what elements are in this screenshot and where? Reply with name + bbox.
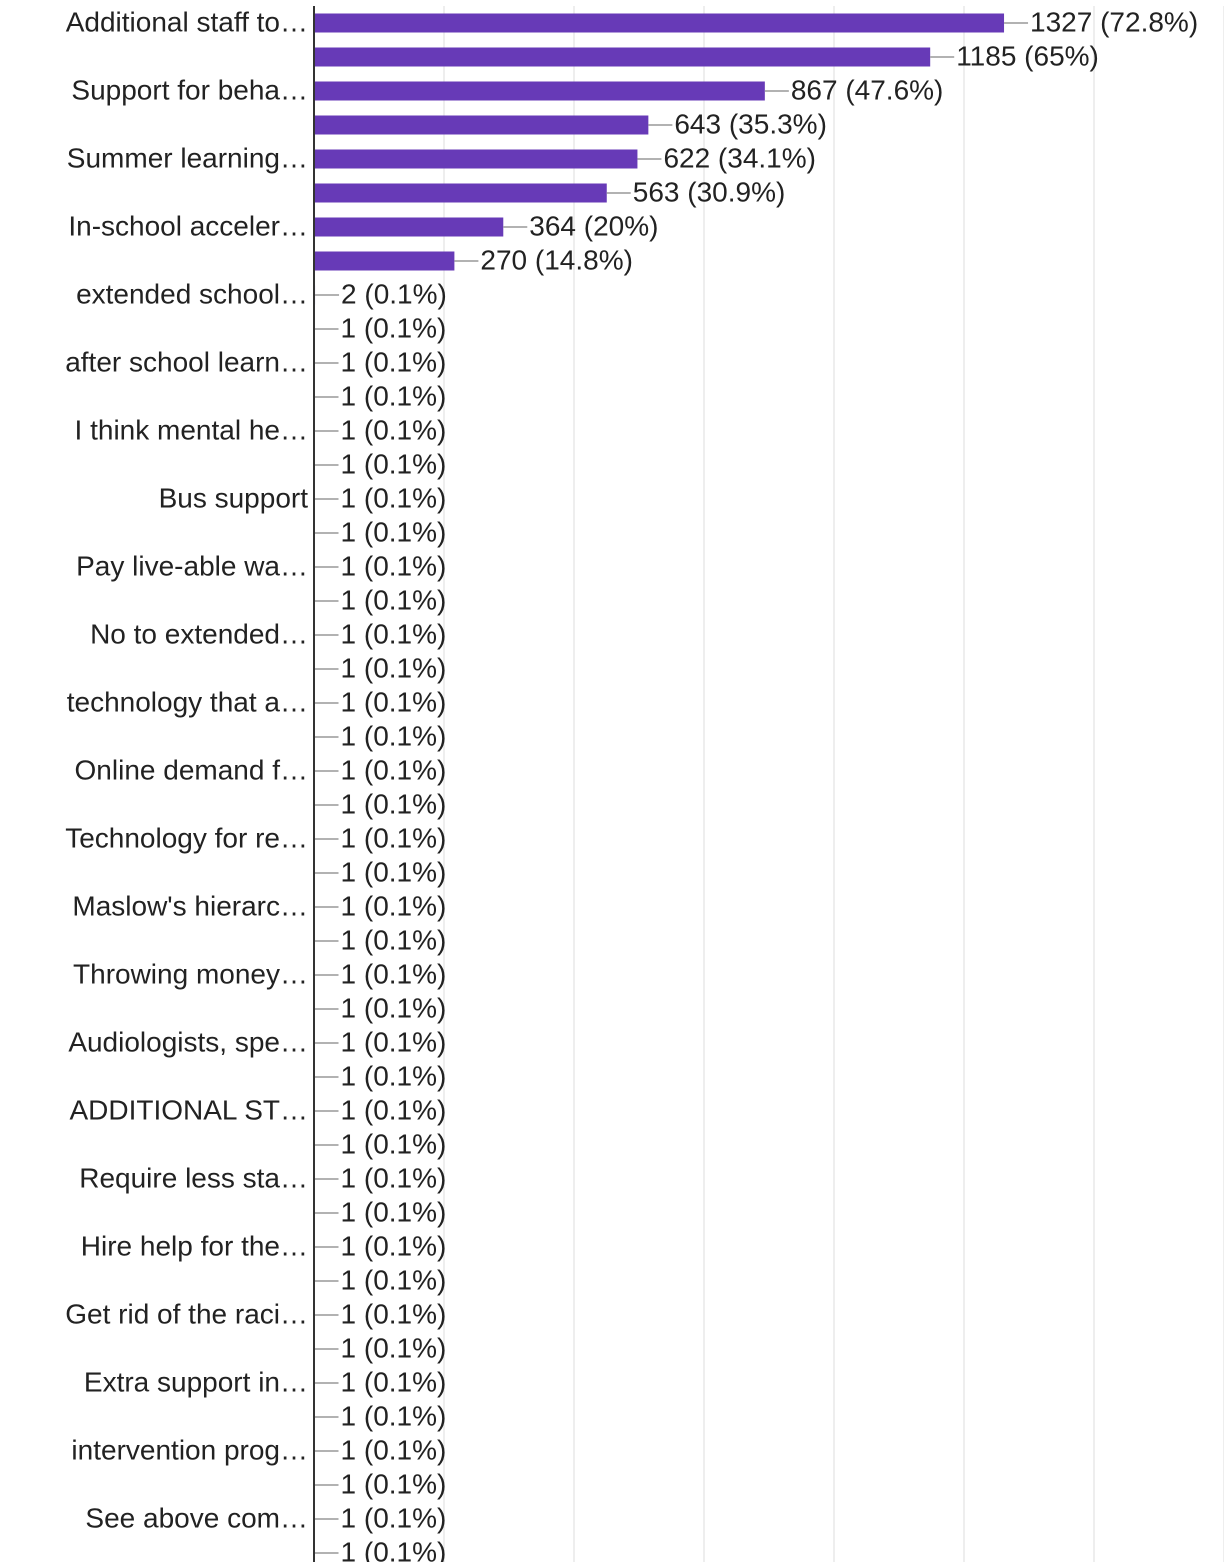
y-tick-label: Support for beha… bbox=[71, 74, 308, 105]
value-label: 270 (14.8%) bbox=[480, 244, 633, 275]
bar bbox=[314, 13, 1005, 33]
y-tick-label: technology that a… bbox=[67, 686, 308, 717]
y-tick-label: Bus support bbox=[159, 482, 309, 513]
value-label: 1 (0.1%) bbox=[341, 346, 447, 377]
value-label: 643 (35.3%) bbox=[674, 108, 827, 139]
value-label: 1 (0.1%) bbox=[341, 1094, 447, 1125]
value-label: 1 (0.1%) bbox=[341, 618, 447, 649]
value-label: 1 (0.1%) bbox=[341, 958, 447, 989]
value-label: 1 (0.1%) bbox=[341, 482, 447, 513]
value-label: 867 (47.6%) bbox=[791, 74, 944, 105]
y-tick-label: ADDITIONAL ST… bbox=[69, 1094, 308, 1125]
y-tick-label: intervention prog… bbox=[71, 1434, 308, 1465]
y-tick-label: Extra support in… bbox=[84, 1366, 308, 1397]
value-label: 1 (0.1%) bbox=[341, 448, 447, 479]
value-label: 1 (0.1%) bbox=[341, 1026, 447, 1057]
y-tick-label: Hire help for the… bbox=[81, 1230, 308, 1261]
y-tick-label: No to extended… bbox=[90, 618, 308, 649]
value-label: 1 (0.1%) bbox=[341, 992, 447, 1023]
value-label: 1 (0.1%) bbox=[341, 380, 447, 411]
y-tick-label: In-school acceler… bbox=[68, 210, 308, 241]
value-label: 1 (0.1%) bbox=[341, 1060, 447, 1091]
value-label: 1 (0.1%) bbox=[341, 1468, 447, 1499]
bar bbox=[314, 115, 649, 135]
y-tick-label: Throwing money… bbox=[73, 958, 308, 989]
y-tick-label: after school learn… bbox=[65, 346, 308, 377]
y-tick-label: Online demand f… bbox=[75, 754, 308, 785]
y-tick-label: Maslow's hierarc… bbox=[72, 890, 308, 921]
value-label: 2 (0.1%) bbox=[341, 278, 447, 309]
y-tick-label: Pay live-able wa… bbox=[76, 550, 308, 581]
value-label: 1 (0.1%) bbox=[341, 1128, 447, 1159]
value-label: 1 (0.1%) bbox=[341, 312, 447, 343]
value-label: 563 (30.9%) bbox=[633, 176, 786, 207]
bar bbox=[314, 81, 765, 101]
value-label: 1 (0.1%) bbox=[341, 890, 447, 921]
value-label: 1 (0.1%) bbox=[341, 822, 447, 853]
y-tick-label: Technology for re… bbox=[65, 822, 308, 853]
value-label: 1185 (65%) bbox=[956, 40, 1099, 71]
value-label: 1 (0.1%) bbox=[341, 414, 447, 445]
value-label: 364 (20%) bbox=[529, 210, 658, 241]
value-label: 1 (0.1%) bbox=[341, 1502, 447, 1533]
y-tick-label: Audiologists, spe… bbox=[68, 1026, 308, 1057]
bar bbox=[314, 217, 504, 237]
value-label: 1 (0.1%) bbox=[341, 1196, 447, 1227]
bar bbox=[314, 183, 607, 203]
value-label: 1 (0.1%) bbox=[341, 1230, 447, 1261]
value-label: 1 (0.1%) bbox=[341, 924, 447, 955]
value-label: 1 (0.1%) bbox=[341, 720, 447, 751]
value-label: 1 (0.1%) bbox=[341, 1162, 447, 1193]
value-label: 1 (0.1%) bbox=[341, 1400, 447, 1431]
value-label: 1 (0.1%) bbox=[341, 1332, 447, 1363]
value-label: 1 (0.1%) bbox=[341, 1434, 447, 1465]
value-label: 1327 (72.8%) bbox=[1030, 6, 1198, 37]
value-label: 1 (0.1%) bbox=[341, 1264, 447, 1295]
value-label: 1 (0.1%) bbox=[341, 652, 447, 683]
value-label: 1 (0.1%) bbox=[341, 1366, 447, 1397]
value-label: 1 (0.1%) bbox=[341, 584, 447, 615]
value-label: 622 (34.1%) bbox=[663, 142, 816, 173]
y-tick-label: Additional staff to… bbox=[66, 6, 308, 37]
value-label: 1 (0.1%) bbox=[341, 1298, 447, 1329]
value-label: 1 (0.1%) bbox=[341, 516, 447, 547]
value-label: 1 (0.1%) bbox=[341, 788, 447, 819]
value-label: 1 (0.1%) bbox=[341, 550, 447, 581]
value-label: 1 (0.1%) bbox=[341, 686, 447, 717]
y-tick-label: Get rid of the raci… bbox=[65, 1298, 308, 1329]
y-tick-label: extended school… bbox=[76, 278, 308, 309]
value-label: 1 (0.1%) bbox=[341, 856, 447, 887]
value-label: 1 (0.1%) bbox=[341, 1536, 447, 1562]
bar bbox=[314, 251, 455, 271]
y-tick-label: See above com… bbox=[85, 1502, 308, 1533]
y-tick-label: Summer learning… bbox=[67, 142, 308, 173]
y-tick-label: Require less sta… bbox=[79, 1162, 308, 1193]
y-tick-label: I think mental he… bbox=[75, 414, 308, 445]
value-label: 1 (0.1%) bbox=[341, 754, 447, 785]
bar bbox=[314, 149, 638, 169]
bar bbox=[314, 47, 931, 67]
